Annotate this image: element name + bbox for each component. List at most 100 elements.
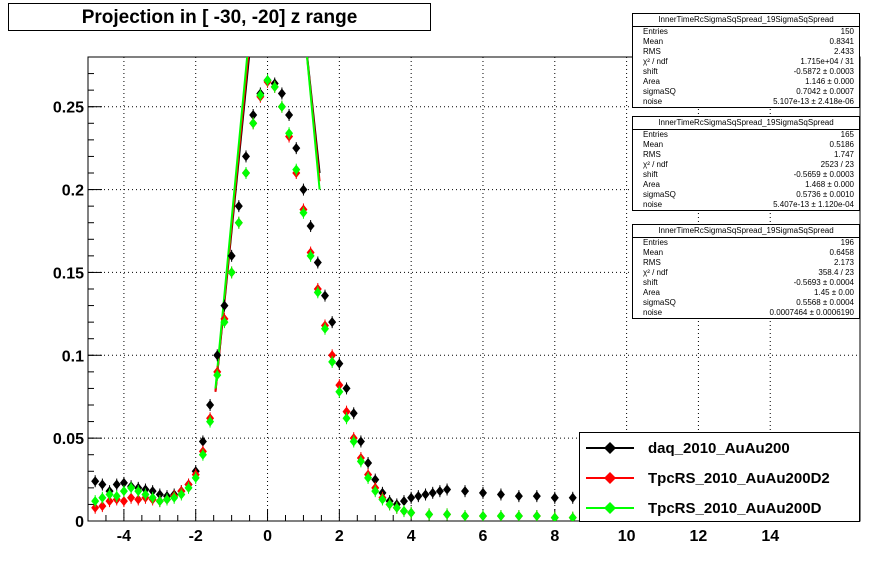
data-point (234, 201, 243, 212)
data-point (241, 168, 250, 178)
data-point (105, 489, 114, 500)
data-point (550, 492, 559, 503)
data-point (162, 494, 171, 505)
stats-row: Entries 150 (643, 27, 854, 36)
stats-row: χ² / ndf 1.715e+04 / 31 (643, 57, 854, 66)
stats-box-1: InnerTimeRcSigmaSqSpread_19SigmaSqSpread… (632, 13, 860, 108)
data-point (313, 257, 322, 268)
x-tick-label: 4 (407, 528, 416, 545)
data-point (277, 88, 286, 99)
data-point (112, 491, 121, 502)
stats-row: noise 5.407e-13 ± 1.120e-04 (643, 200, 854, 209)
data-point (421, 489, 430, 500)
data-point (119, 496, 128, 507)
data-point (184, 482, 193, 493)
data-point (277, 101, 286, 112)
data-point (220, 300, 229, 311)
legend-label: TpcRS_2010_AuAu200D2 (648, 469, 830, 487)
data-point (285, 110, 294, 120)
data-point (234, 217, 243, 228)
stats-row: χ² / ndf 358.4 / 23 (643, 268, 854, 277)
stats-box-title: InnerTimeRcSigmaSqSpread_19SigmaSqSpread (633, 225, 859, 238)
data-point (306, 221, 315, 232)
x-tick-label: -4 (117, 528, 131, 545)
stats-row: sigmaSQ 0.5736 ± 0.0010 (643, 190, 854, 199)
data-point (443, 484, 452, 495)
data-point (356, 456, 365, 467)
data-point (249, 118, 258, 129)
stats-row: Mean 0.8341 (643, 37, 854, 46)
data-point (220, 317, 229, 328)
data-point (378, 494, 387, 505)
data-point (443, 509, 452, 520)
data-point (119, 477, 128, 488)
data-point (342, 406, 351, 417)
data-point (98, 492, 107, 503)
data-point (568, 512, 577, 521)
data-point (320, 290, 329, 301)
data-point (335, 380, 344, 391)
stats-row: shift -0.5693 ± 0.0004 (643, 278, 854, 287)
data-point (407, 492, 416, 503)
x-tick-label: 2 (335, 528, 344, 545)
stats-row: RMS 2.173 (643, 258, 854, 267)
data-point (461, 486, 470, 497)
data-point (399, 506, 408, 517)
data-point (191, 472, 200, 483)
data-point (134, 494, 143, 505)
data-point (263, 75, 272, 86)
fit-curve (214, 57, 321, 389)
stats-box-title: InnerTimeRcSigmaSqSpread_19SigmaSqSpread (633, 117, 859, 130)
y-tick-label: 0.25 (53, 100, 84, 117)
x-tick-label: 14 (761, 528, 779, 545)
data-point (435, 486, 444, 497)
stats-box-title: InnerTimeRcSigmaSqSpread_19SigmaSqSpread (633, 14, 859, 27)
stats-row: sigmaSQ 0.7042 ± 0.0007 (643, 87, 854, 96)
stats-row: noise 5.107e-13 ± 2.418e-06 (643, 97, 854, 106)
data-point (478, 511, 487, 521)
data-point (249, 110, 258, 120)
data-point (364, 458, 373, 468)
y-tick-label: 0.05 (53, 431, 84, 448)
data-point (91, 476, 100, 487)
stats-row: shift -0.5872 ± 0.0003 (643, 67, 854, 76)
data-point (127, 492, 136, 503)
y-tick-label: 0.1 (62, 348, 84, 365)
stats-row: Area 1.146 ± 0.000 (643, 77, 854, 86)
data-point (213, 370, 222, 381)
x-tick-label: -2 (189, 528, 203, 545)
data-point (306, 250, 315, 261)
data-point (385, 499, 394, 510)
data-point (134, 486, 143, 497)
data-point (496, 489, 505, 500)
data-point (98, 479, 107, 490)
data-point (496, 511, 505, 521)
x-tick-label: 8 (550, 528, 559, 545)
data-point (105, 496, 114, 507)
stats-row: Entries 196 (643, 238, 854, 247)
data-point (170, 492, 179, 503)
data-point (399, 496, 408, 507)
data-point (532, 511, 541, 521)
data-point (198, 449, 207, 460)
stats-row: Entries 165 (643, 130, 854, 139)
data-point (227, 267, 236, 278)
data-point (292, 164, 301, 175)
y-tick-label: 0.2 (62, 183, 84, 200)
legend-swatch (586, 442, 634, 454)
data-point (198, 436, 207, 447)
data-point (356, 436, 365, 447)
data-point (148, 486, 157, 497)
data-point (98, 501, 107, 512)
data-point (550, 512, 559, 521)
stats-row: Mean 0.6458 (643, 248, 854, 257)
data-point (514, 511, 523, 521)
y-tick-label: 0.15 (53, 265, 84, 282)
data-point (91, 496, 100, 507)
stats-row: RMS 2.433 (643, 47, 854, 56)
data-point (371, 486, 380, 497)
data-point (270, 81, 279, 92)
legend-label: TpcRS_2010_AuAu200D (648, 499, 822, 517)
data-point (349, 408, 358, 419)
data-point (328, 317, 337, 328)
